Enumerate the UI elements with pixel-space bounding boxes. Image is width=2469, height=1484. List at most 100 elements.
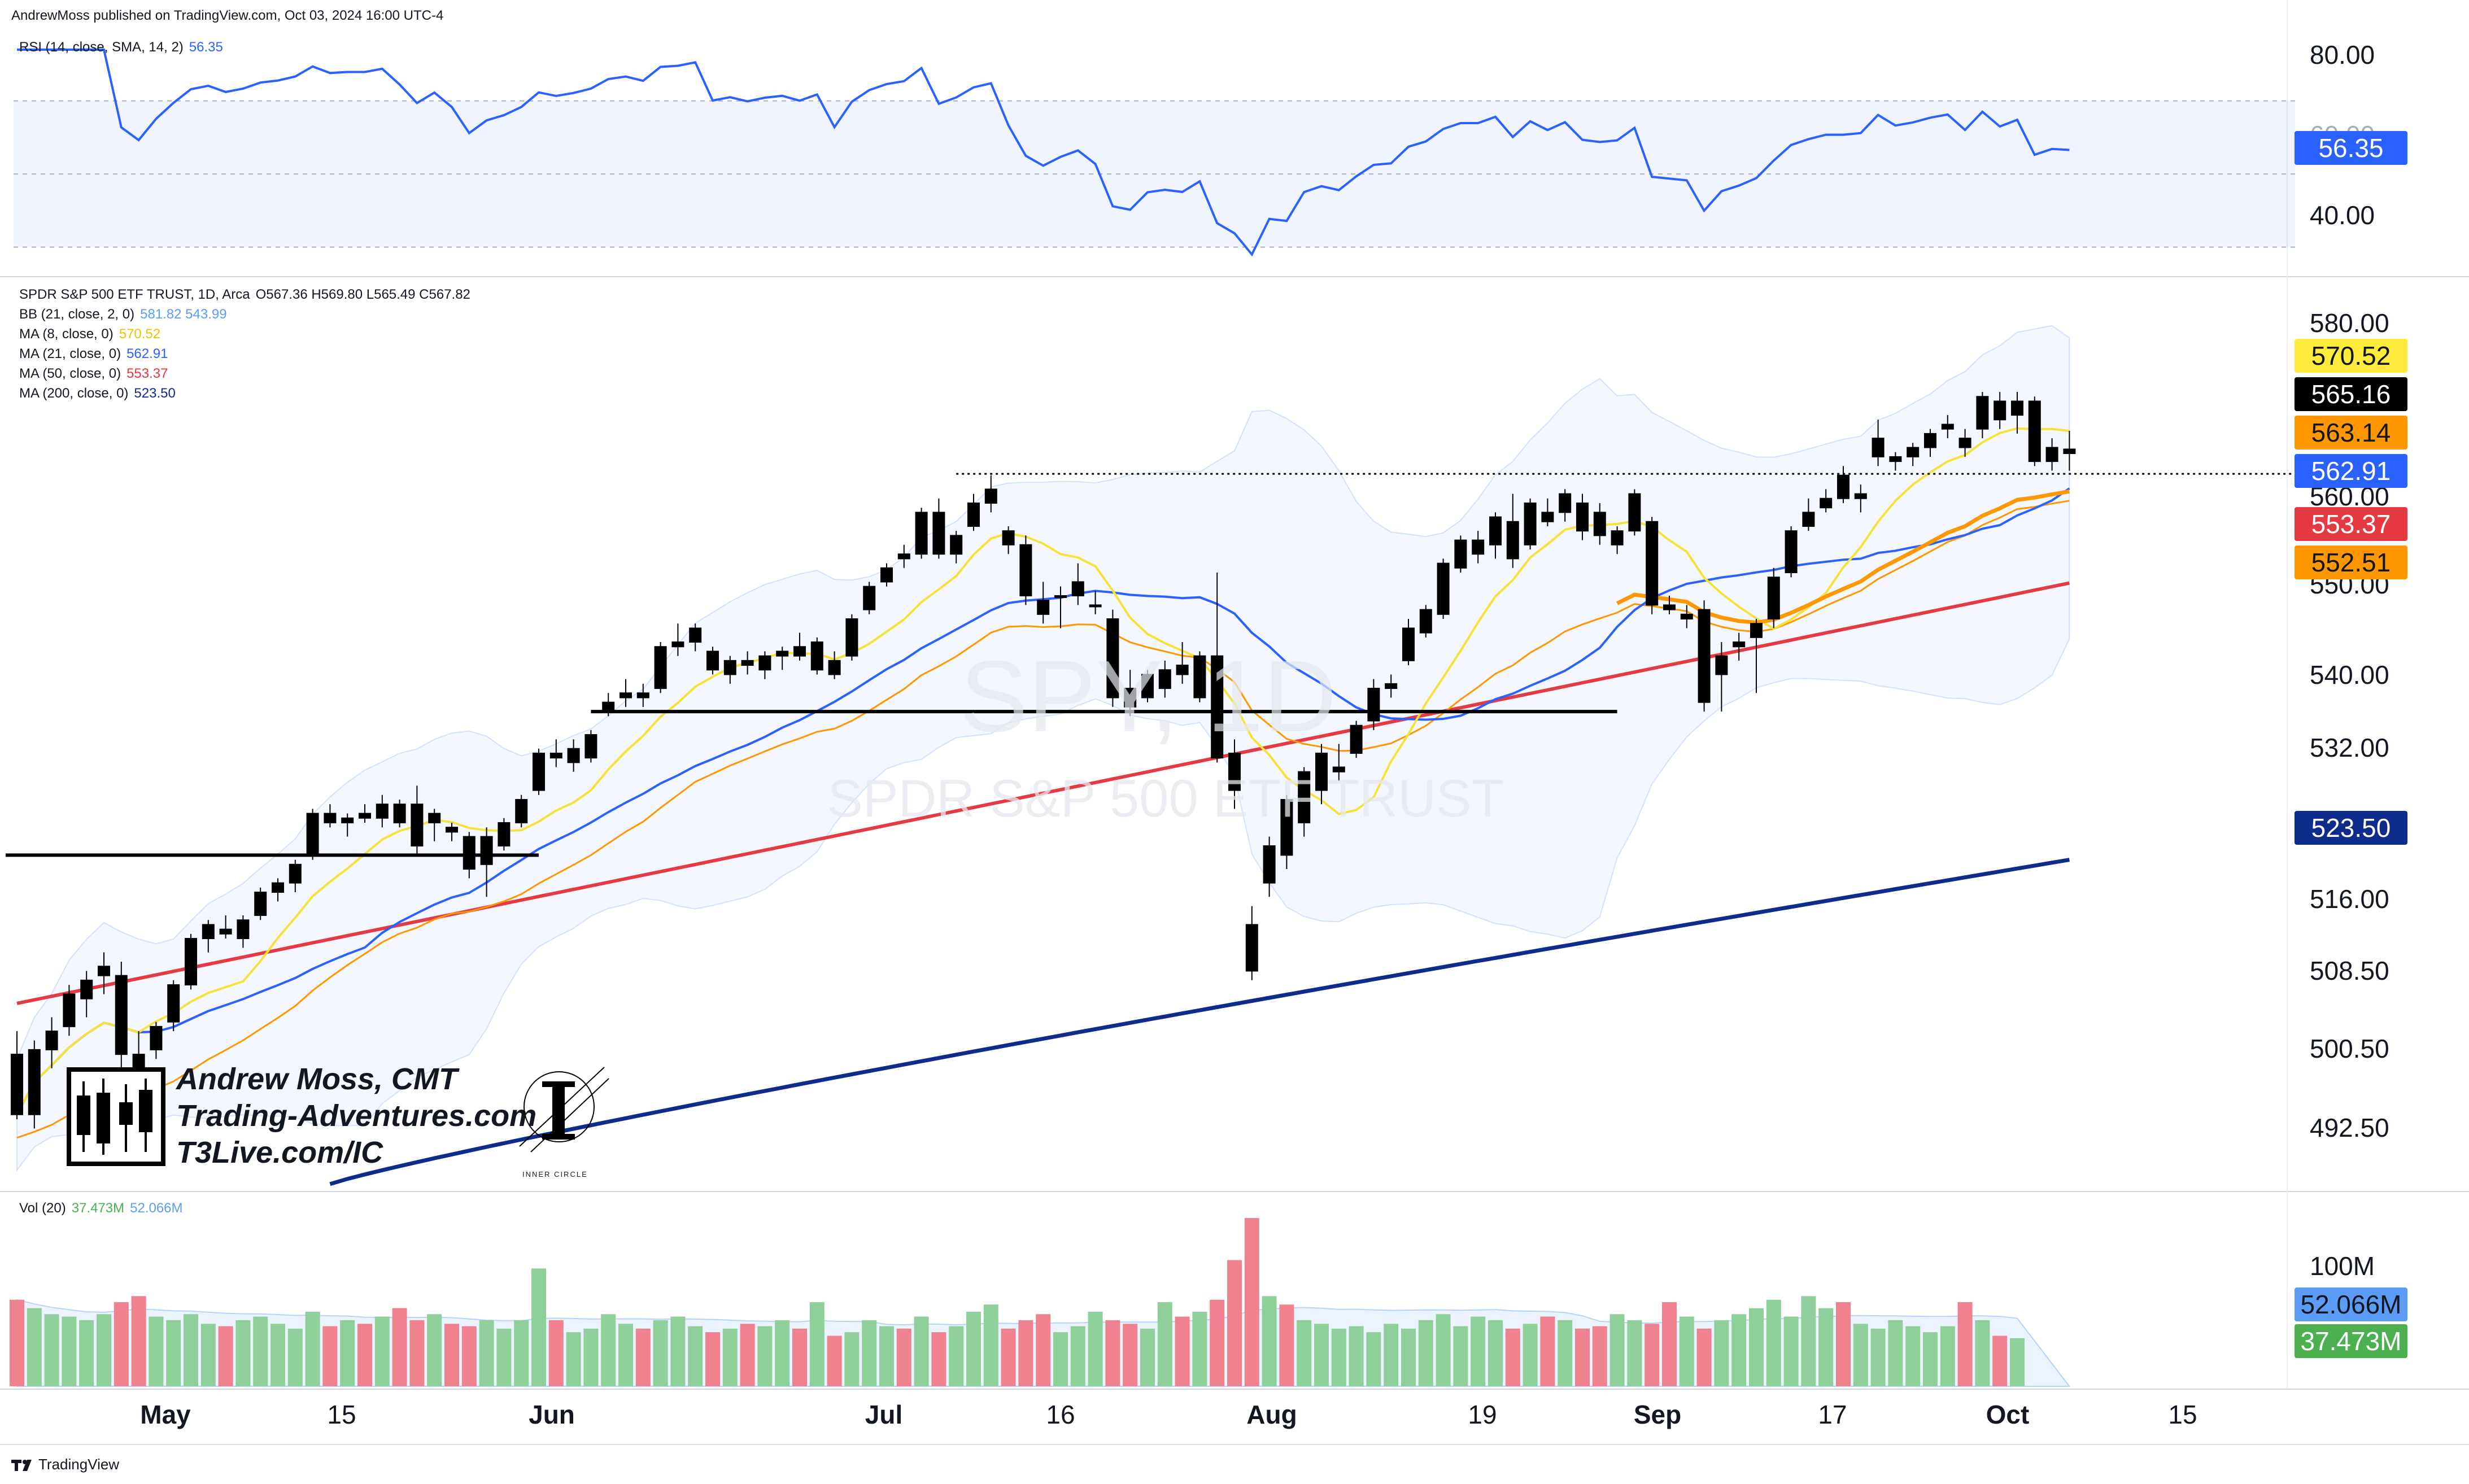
candle-body[interactable]	[1976, 396, 1989, 430]
candlestick[interactable]	[845, 614, 858, 661]
candle-body[interactable]	[1315, 752, 1328, 791]
candle-body[interactable]	[237, 919, 250, 940]
candlestick[interactable]	[1245, 906, 1258, 980]
candlestick[interactable]	[828, 651, 841, 679]
volume-bar[interactable]	[27, 1308, 42, 1386]
candlestick[interactable]	[584, 730, 597, 763]
candle-body[interactable]	[636, 692, 649, 699]
candle-body[interactable]	[950, 535, 963, 555]
volume-bar[interactable]	[1453, 1326, 1468, 1386]
volume-bar[interactable]	[200, 1324, 216, 1386]
volume-bar[interactable]	[409, 1320, 425, 1386]
candle-body[interactable]	[1106, 618, 1119, 699]
candlestick[interactable]	[446, 822, 458, 841]
candle-body[interactable]	[1576, 502, 1589, 532]
candlestick[interactable]	[1454, 535, 1467, 573]
candlestick[interactable]	[1019, 535, 1032, 605]
candlestick[interactable]	[567, 739, 580, 772]
candle-body[interactable]	[863, 586, 876, 610]
candle-body[interactable]	[1854, 493, 1867, 499]
candlestick[interactable]	[1889, 452, 1902, 471]
volume-bar[interactable]	[792, 1328, 807, 1386]
candle-body[interactable]	[1611, 530, 1624, 545]
volume-bar[interactable]	[983, 1304, 998, 1386]
volume-bar[interactable]	[79, 1320, 94, 1386]
volume-bar[interactable]	[653, 1320, 668, 1386]
candle-body[interactable]	[1941, 424, 1954, 430]
candlestick[interactable]	[1872, 420, 1885, 466]
candle-body[interactable]	[1663, 604, 1676, 610]
candle-body[interactable]	[1628, 493, 1641, 532]
candle-body[interactable]	[28, 1049, 41, 1115]
candle-body[interactable]	[202, 924, 215, 940]
candlestick[interactable]	[1124, 670, 1137, 717]
candlestick[interactable]	[1785, 526, 1798, 578]
candlestick[interactable]	[915, 508, 928, 559]
volume-bar[interactable]	[809, 1302, 825, 1386]
volume-bar[interactable]	[1401, 1328, 1416, 1386]
candle-body[interactable]	[880, 567, 893, 583]
candle-body[interactable]	[1141, 674, 1154, 699]
candlestick[interactable]	[150, 1022, 163, 1059]
candle-body[interactable]	[1367, 688, 1380, 722]
volume-bar[interactable]	[1731, 1314, 1747, 1386]
volume-bar[interactable]	[44, 1314, 59, 1386]
candlestick[interactable]	[185, 933, 197, 990]
volume-bar[interactable]	[1818, 1308, 1834, 1386]
volume-bar[interactable]	[10, 1299, 24, 1386]
volume-bar[interactable]	[844, 1332, 860, 1386]
volume-bar[interactable]	[1992, 1335, 2008, 1386]
volume-pane[interactable]	[10, 1217, 2071, 1387]
volume-bar[interactable]	[1157, 1302, 1172, 1386]
candle-body[interactable]	[1280, 798, 1293, 856]
candlestick[interactable]	[1611, 526, 1624, 555]
candle-body[interactable]	[115, 975, 128, 1055]
volume-bar[interactable]	[1105, 1320, 1120, 1386]
candle-body[interactable]	[984, 488, 997, 504]
candlestick[interactable]	[411, 785, 424, 856]
candle-body[interactable]	[2028, 400, 2041, 462]
volume-bar[interactable]	[392, 1308, 407, 1386]
price-title[interactable]: SPDR S&P 500 ETF TRUST, 1D, Arca O567.36 …	[19, 287, 470, 303]
candlestick[interactable]	[341, 813, 354, 837]
candle-body[interactable]	[272, 882, 284, 893]
candle-body[interactable]	[1263, 845, 1276, 884]
volume-bar[interactable]	[166, 1320, 181, 1386]
candlestick[interactable]	[1228, 739, 1241, 809]
candle-body[interactable]	[1559, 493, 1572, 513]
candlestick[interactable]	[1663, 596, 1676, 614]
candlestick[interactable]	[254, 887, 267, 920]
volume-bar[interactable]	[1018, 1320, 1033, 1386]
candle-body[interactable]	[98, 966, 110, 976]
candlestick[interactable]	[602, 693, 615, 717]
volume-bar[interactable]	[1070, 1326, 1085, 1386]
candle-body[interactable]	[671, 641, 684, 648]
candlestick[interactable]	[80, 971, 93, 1018]
candlestick[interactable]	[897, 544, 910, 568]
volume-bar[interactable]	[757, 1326, 773, 1386]
candle-body[interactable]	[967, 502, 980, 527]
candle-body[interactable]	[1907, 447, 1920, 457]
indicator-ma200[interactable]: MA (200, close, 0) 523.50	[19, 386, 176, 401]
candle-body[interactable]	[1298, 771, 1311, 823]
candlestick[interactable]	[1976, 392, 1989, 439]
candle-body[interactable]	[411, 804, 424, 846]
volume-bar[interactable]	[287, 1328, 303, 1386]
candlestick[interactable]	[376, 795, 389, 828]
candlestick[interactable]	[1646, 517, 1659, 614]
candle-body[interactable]	[1698, 609, 1711, 703]
candlestick[interactable]	[1907, 443, 1920, 466]
volume-bar[interactable]	[461, 1326, 477, 1386]
candle-body[interactable]	[620, 692, 632, 699]
candlestick[interactable]	[636, 683, 649, 707]
candlestick[interactable]	[1037, 582, 1050, 624]
volume-bar[interactable]	[1088, 1312, 1103, 1386]
volume-bar[interactable]	[1609, 1314, 1625, 1386]
candle-body[interactable]	[1767, 577, 1780, 620]
candlestick[interactable]	[1924, 429, 1936, 457]
candle-body[interactable]	[132, 1054, 145, 1069]
candle-body[interactable]	[219, 928, 232, 935]
candle-body[interactable]	[549, 752, 562, 759]
candlestick[interactable]	[549, 739, 562, 767]
volume-bar[interactable]	[149, 1316, 164, 1386]
